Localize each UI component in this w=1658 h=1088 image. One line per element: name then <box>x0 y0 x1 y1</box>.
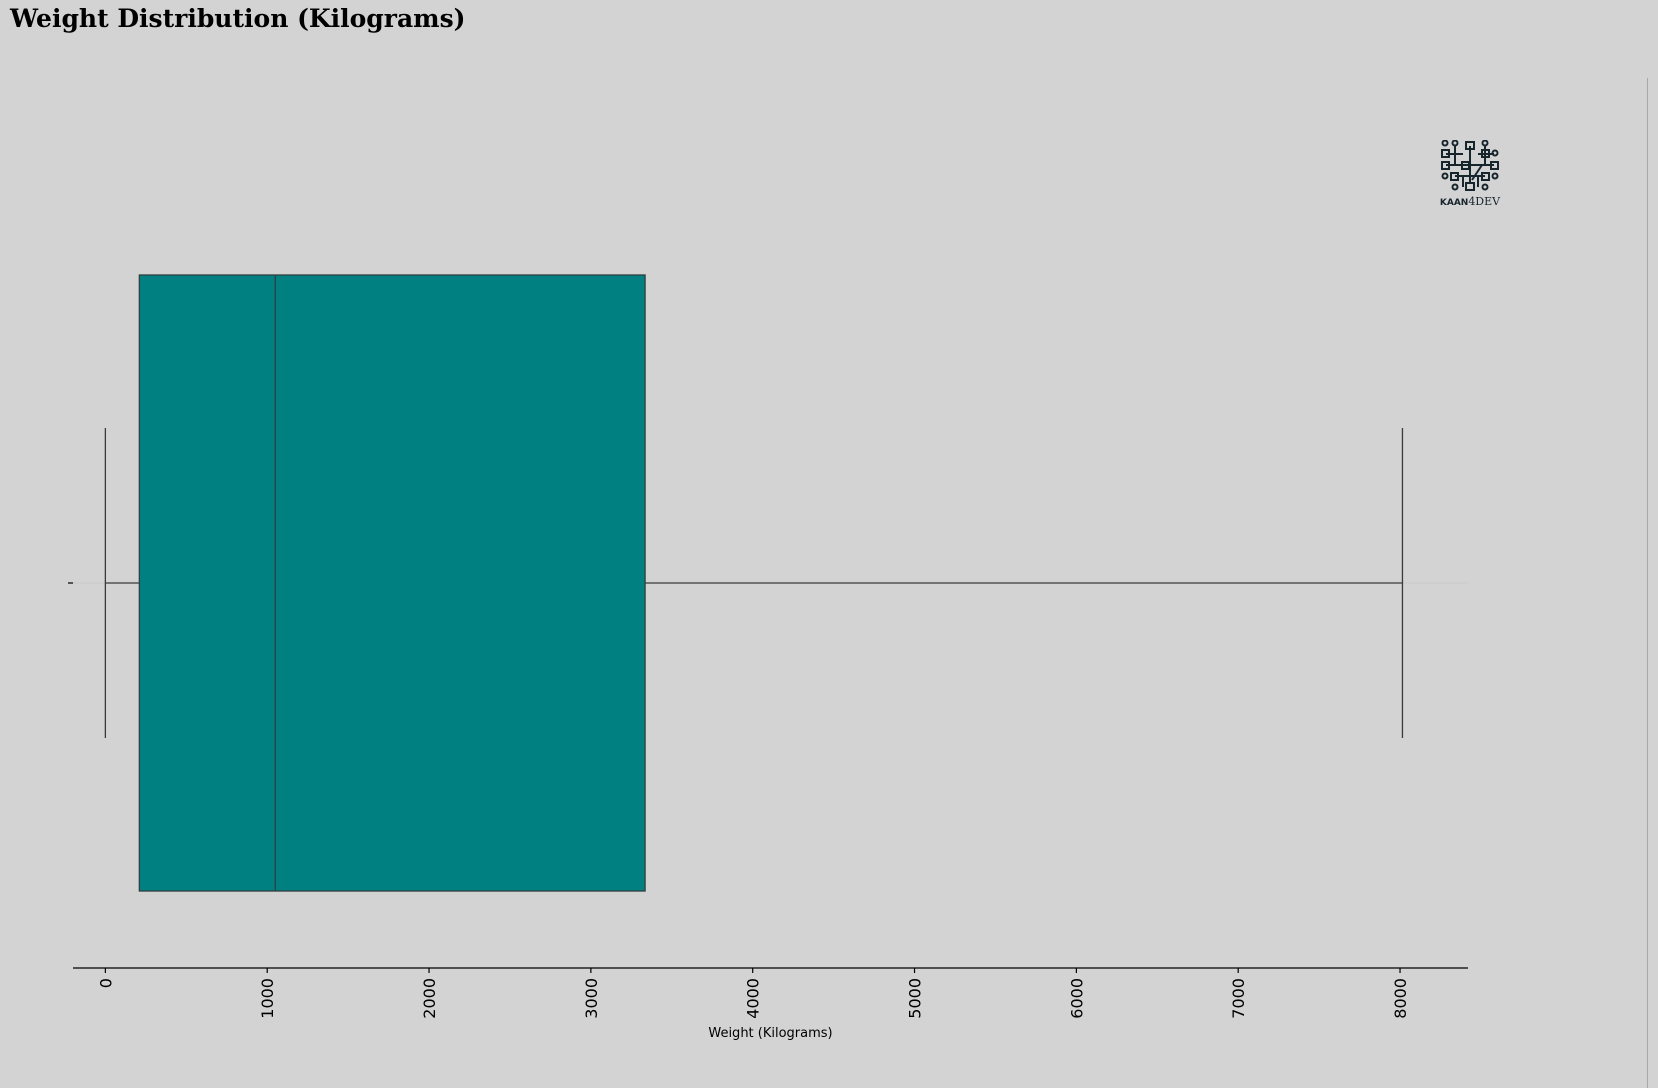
logo-text-regular: 4DEV <box>1468 195 1501 208</box>
x-tick-label: 5000 <box>906 978 925 1019</box>
right-divider <box>1647 78 1648 1088</box>
iqr-box <box>138 274 646 892</box>
kaan4dev-logo: KAAN4DEV <box>1438 139 1502 212</box>
x-tick-label: 4000 <box>744 978 763 1019</box>
x-tick-label: 8000 <box>1391 978 1410 1019</box>
x-tick-label: 6000 <box>1067 978 1086 1019</box>
x-tick-label: 2000 <box>420 978 439 1019</box>
x-tick-label: 0 <box>96 978 115 988</box>
chart-title: Weight Distribution (Kilograms) <box>10 4 466 33</box>
x-tick-label: 3000 <box>582 978 601 1019</box>
x-tick-label: 7000 <box>1229 978 1248 1019</box>
logo-text: KAAN4DEV <box>1438 195 1502 208</box>
x-axis-label: Weight (Kilograms) <box>708 1026 832 1041</box>
x-axis: 0 1000 2000 3000 4000 5000 6000 7000 8000 Weight … <box>73 967 1468 1041</box>
plot-area <box>68 274 1468 892</box>
x-tick-label: 1000 <box>258 978 277 1019</box>
circuit-board-icon <box>1441 139 1499 191</box>
logo-text-bold: KAAN <box>1439 198 1469 208</box>
